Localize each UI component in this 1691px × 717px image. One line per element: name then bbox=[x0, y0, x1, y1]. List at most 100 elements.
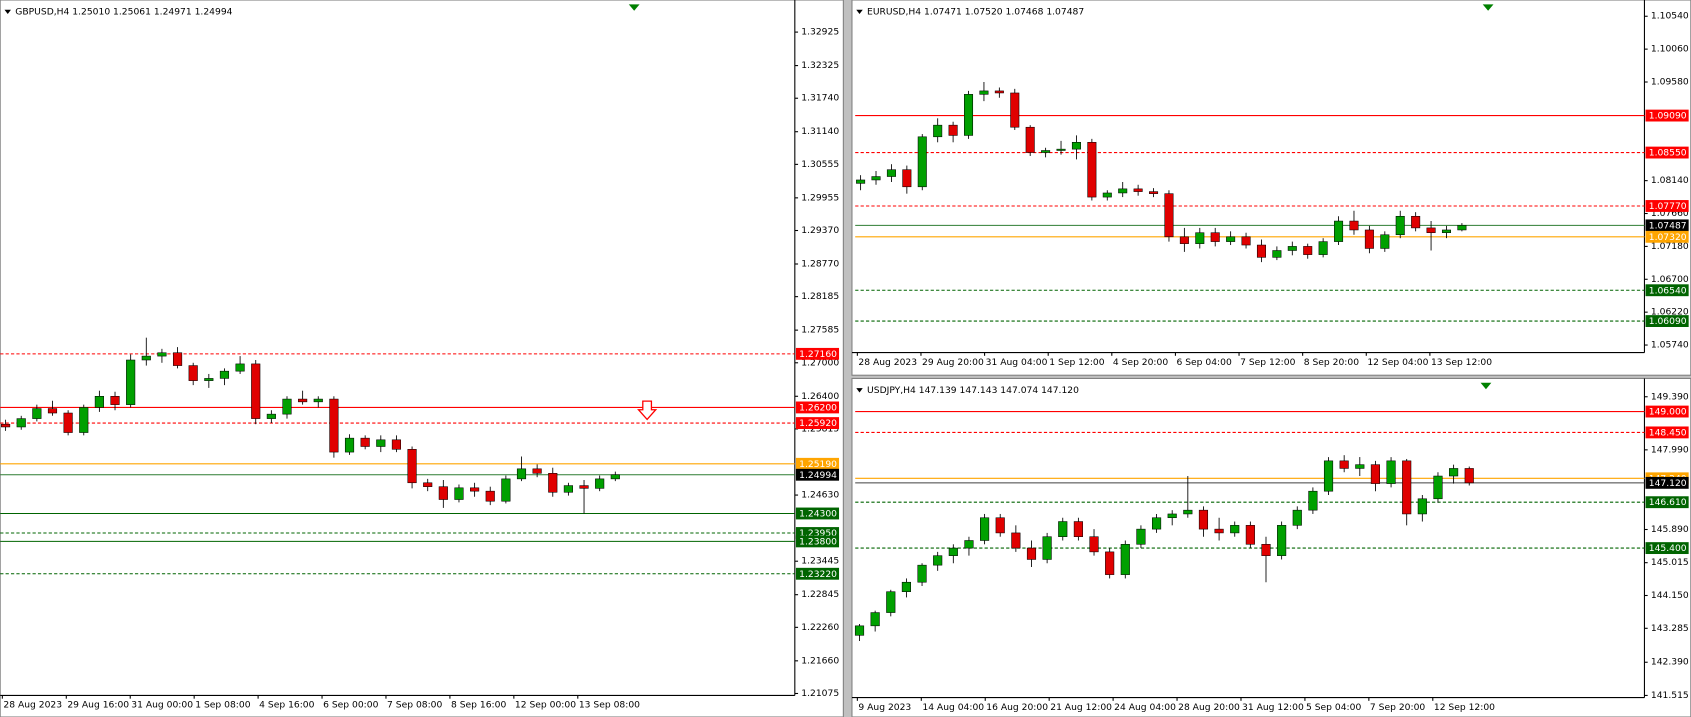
menu-triangle[interactable] bbox=[856, 9, 863, 15]
candle-body bbox=[1426, 227, 1436, 233]
level-label-box bbox=[1645, 230, 1689, 243]
candle-body bbox=[470, 487, 480, 492]
level-label-box bbox=[1645, 405, 1689, 418]
x-tick-label: 21 Aug 12:00 bbox=[1050, 702, 1112, 713]
x-tick-label: 7 Sep 20:00 bbox=[1370, 702, 1425, 713]
level-label: 1.06540 bbox=[1649, 285, 1687, 296]
candle-body bbox=[994, 90, 1004, 94]
x-tick-label: 1 Sep 08:00 bbox=[195, 700, 250, 711]
chart-header: GBPUSD,H4 1.25010 1.25061 1.24971 1.2499… bbox=[15, 6, 232, 17]
candle-body bbox=[902, 169, 912, 188]
y-tick-label: 1.27000 bbox=[801, 357, 839, 368]
y-tick-label: 145.015 bbox=[1651, 557, 1689, 568]
level-label-box bbox=[1645, 146, 1689, 159]
candle-body bbox=[1364, 229, 1374, 249]
candle-body bbox=[1198, 509, 1209, 530]
candle-body bbox=[979, 90, 989, 95]
y-tick-label: 142.390 bbox=[1651, 657, 1689, 668]
candle-body bbox=[1010, 92, 1020, 128]
x-tick-label: 14 Aug 04:00 bbox=[922, 702, 984, 713]
candle-body bbox=[1149, 191, 1159, 194]
candle-body bbox=[172, 352, 183, 366]
candle-body bbox=[407, 449, 417, 484]
candle-body bbox=[344, 437, 355, 453]
x-tick-label: 24 Aug 04:00 bbox=[1114, 702, 1176, 713]
candle-body bbox=[1226, 236, 1236, 242]
candle-body bbox=[1102, 192, 1112, 198]
candle-body bbox=[79, 407, 89, 433]
y-tick-label: 1.24630 bbox=[801, 490, 839, 501]
candle-body bbox=[1151, 517, 1162, 530]
candle-body bbox=[126, 359, 136, 405]
candle-body bbox=[1380, 234, 1390, 249]
candle-body bbox=[610, 474, 620, 480]
candle-body bbox=[47, 408, 58, 414]
candle-body bbox=[1277, 525, 1287, 556]
candle-body bbox=[595, 478, 605, 489]
candle-body bbox=[1334, 220, 1344, 242]
candle-body bbox=[1355, 464, 1365, 469]
candle-body bbox=[995, 517, 1005, 534]
level-label-box bbox=[795, 468, 840, 481]
level-label: 146.610 bbox=[1649, 497, 1687, 508]
level-label: 148.450 bbox=[1649, 427, 1687, 438]
y-tick-label: 1.21075 bbox=[801, 688, 839, 699]
level-label: 1.24994 bbox=[799, 470, 837, 481]
candle-body bbox=[1441, 229, 1451, 233]
candle-body bbox=[886, 591, 896, 613]
level-label: 1.23950 bbox=[799, 528, 837, 539]
candle-body bbox=[1071, 142, 1081, 150]
level-label: 1.07487 bbox=[1649, 220, 1687, 231]
candle-body bbox=[219, 370, 230, 379]
candle-body bbox=[1457, 225, 1467, 231]
level-label: 1.25190 bbox=[799, 459, 837, 470]
level-label-box bbox=[795, 527, 840, 539]
candle-body bbox=[1402, 460, 1412, 515]
y-tick-label: 144.150 bbox=[1651, 590, 1689, 601]
candle-body bbox=[1230, 525, 1240, 534]
candle-body bbox=[856, 179, 866, 184]
candle-body bbox=[360, 437, 370, 447]
candle-body bbox=[376, 439, 386, 447]
candle-body bbox=[141, 355, 151, 361]
candle-body bbox=[110, 396, 120, 405]
level-label-box bbox=[795, 457, 840, 470]
candle-body bbox=[1179, 236, 1189, 244]
candle-body bbox=[1349, 220, 1359, 231]
y-tick-label: 1.09580 bbox=[1651, 77, 1689, 88]
candle-body bbox=[438, 486, 448, 500]
candle-body bbox=[1026, 547, 1037, 560]
y-tick-label: 1.22260 bbox=[801, 622, 839, 633]
level-label-box bbox=[1645, 109, 1689, 122]
level-label-box bbox=[795, 401, 840, 414]
candle-body bbox=[948, 124, 958, 136]
y-tick-label: 1.08140 bbox=[1651, 175, 1689, 186]
menu-triangle[interactable] bbox=[856, 388, 863, 393]
level-label-box bbox=[1645, 426, 1689, 439]
x-tick-label: 4 Sep 20:00 bbox=[1113, 357, 1168, 368]
y-tick-label: 1.30555 bbox=[801, 159, 839, 170]
shift-marker bbox=[628, 4, 640, 11]
candle-body bbox=[980, 517, 990, 541]
candle-body bbox=[1417, 498, 1427, 515]
x-tick-label: 29 Aug 20:00 bbox=[922, 357, 984, 368]
sell-arrow bbox=[637, 400, 658, 421]
candle-body bbox=[94, 396, 104, 408]
candle-body bbox=[16, 418, 26, 428]
candle-body bbox=[188, 365, 198, 381]
y-tick-label: 1.10540 bbox=[1651, 11, 1689, 22]
candle-body bbox=[1245, 525, 1255, 545]
x-tick-label: 12 Sep 12:00 bbox=[1434, 702, 1495, 713]
y-tick-label: 1.27585 bbox=[801, 325, 839, 336]
candle-body bbox=[1303, 246, 1313, 255]
level-label: 1.07320 bbox=[1649, 232, 1687, 243]
candle-body bbox=[886, 169, 896, 177]
candle-body bbox=[1449, 468, 1459, 477]
menu-triangle[interactable] bbox=[4, 9, 11, 15]
y-tick-label: 149.390 bbox=[1651, 391, 1689, 402]
y-tick-label: 1.32325 bbox=[801, 60, 839, 71]
candle-body bbox=[933, 124, 943, 138]
level-label: 1.26200 bbox=[799, 402, 837, 413]
candle-body bbox=[251, 363, 261, 419]
